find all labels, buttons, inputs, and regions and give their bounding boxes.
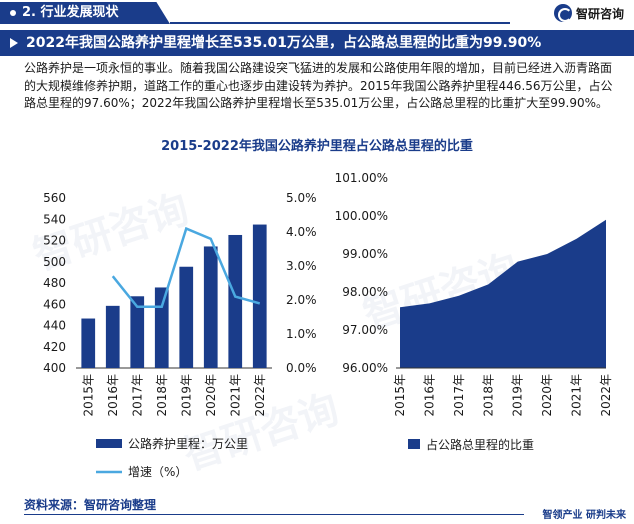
body-paragraph: 公路养护是一项永恒的事业。随着我国公路建设突飞猛进的发展和公路使用年限的增加，目… xyxy=(24,61,613,110)
y-left-tick-label: 500 xyxy=(43,255,66,269)
y-right-tick-label: 5.0% xyxy=(286,191,317,205)
brand-name: 智研咨询 xyxy=(575,6,624,21)
legend-swatch-area xyxy=(408,439,420,449)
chart-title: 2015-2022年我国公路养护里程占公路总里程的比重 xyxy=(161,139,473,154)
bar xyxy=(105,305,120,368)
bar xyxy=(81,318,96,368)
x-tick-label: 2017年 xyxy=(452,374,466,417)
y-right-tick-label: 2.0% xyxy=(286,293,317,307)
y-tick-label: 97.00% xyxy=(342,323,388,337)
x-tick-label: 2021年 xyxy=(570,374,584,417)
y-left-tick-label: 520 xyxy=(43,234,66,248)
bar xyxy=(179,266,194,368)
x-tick-label: 2017年 xyxy=(130,374,144,417)
bar xyxy=(154,287,169,368)
x-tick-label: 2022年 xyxy=(599,374,613,417)
legend-label: 占公路总里程的比重 xyxy=(426,437,534,452)
y-left-tick-label: 540 xyxy=(43,212,66,226)
footer-brand: 智领产业 研判未来 xyxy=(542,510,626,521)
bar xyxy=(252,224,267,368)
x-tick-label: 2019年 xyxy=(511,374,525,417)
y-right-tick-label: 4.0% xyxy=(286,225,317,239)
x-tick-label: 2021年 xyxy=(228,374,242,417)
x-tick-label: 2016年 xyxy=(422,374,436,417)
growth-line xyxy=(111,226,261,309)
brand: 智研咨询 xyxy=(553,4,624,22)
y-left-tick-label: 560 xyxy=(43,191,66,205)
y-left-tick-label: 460 xyxy=(43,297,66,311)
x-tick-label: 2018年 xyxy=(155,374,169,417)
x-tick-label: 2015年 xyxy=(393,374,407,417)
y-tick-label: 96.00% xyxy=(342,361,388,375)
source-note: 资料来源：智研咨询整理 xyxy=(24,498,157,512)
y-right-tick-label: 3.0% xyxy=(286,259,317,273)
bar xyxy=(130,296,145,368)
area-series xyxy=(400,219,606,368)
brand-logo-icon xyxy=(553,4,572,22)
y-right-tick-label: 1.0% xyxy=(286,327,317,341)
section-tab-label: 2. 行业发展现状 xyxy=(22,5,119,20)
x-tick-label: 2020年 xyxy=(204,374,218,417)
x-tick-label: 2015年 xyxy=(81,374,95,417)
bar xyxy=(203,246,218,368)
y-left-tick-label: 420 xyxy=(43,340,66,354)
x-tick-label: 2018年 xyxy=(481,374,495,417)
legend-swatch-bar xyxy=(96,439,122,448)
x-tick-label: 2016年 xyxy=(106,374,120,417)
top-divider xyxy=(170,22,510,24)
bottom-divider xyxy=(24,514,524,515)
legend-label: 公路养护里程：万公里 xyxy=(128,436,248,451)
y-tick-label: 98.00% xyxy=(342,285,388,299)
y-tick-label: 100.00% xyxy=(335,209,388,223)
y-left-tick-label: 400 xyxy=(43,361,66,375)
bar xyxy=(228,234,243,368)
section-tab: 2. 行业发展现状 xyxy=(0,2,170,24)
bullet-icon xyxy=(10,9,16,16)
top-bar: 2. 行业发展现状 智研咨询 xyxy=(0,0,634,28)
x-tick-label: 2022年 xyxy=(253,374,267,417)
headline: 2022年我国公路养护里程增长至535.01万公里，占公路总里程的比重为99.9… xyxy=(0,30,634,56)
legend-label: 增速（%） xyxy=(128,465,187,479)
y-left-tick-label: 480 xyxy=(43,276,66,290)
y-right-tick-label: 0.0% xyxy=(286,361,317,375)
x-tick-label: 2019年 xyxy=(179,374,193,417)
x-tick-label: 2020年 xyxy=(540,374,554,417)
y-tick-label: 101.00% xyxy=(335,171,388,185)
y-tick-label: 99.00% xyxy=(342,247,388,261)
y-left-tick-label: 440 xyxy=(43,319,66,333)
